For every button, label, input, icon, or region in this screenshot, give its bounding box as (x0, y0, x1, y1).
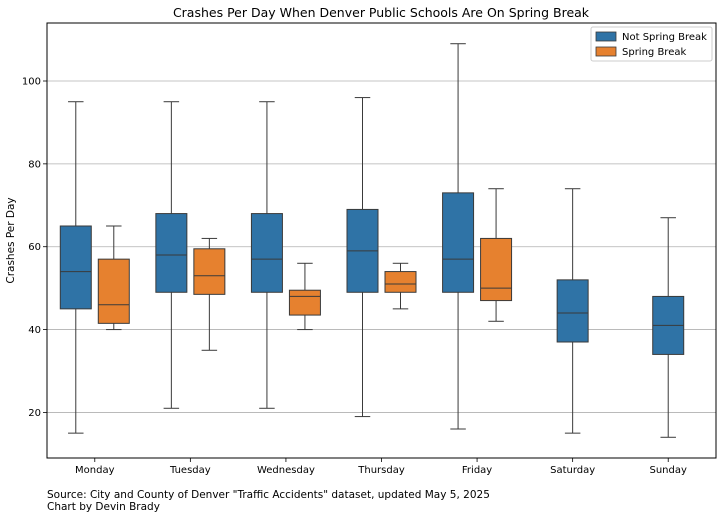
y-tick-label: 100 (22, 77, 41, 88)
chart-title: Crashes Per Day When Denver Public Schoo… (173, 5, 590, 20)
box-plot (652, 217, 685, 438)
y-tick-label: 40 (28, 325, 41, 336)
y-tick-label: 20 (28, 408, 41, 419)
legend-label: Spring Break (622, 47, 686, 58)
box-plot (442, 43, 475, 430)
box-iqr (480, 237, 513, 302)
box-iqr (250, 213, 283, 293)
y-axis-label: Crashes Per Day (5, 197, 17, 283)
y-tick-label: 80 (28, 159, 41, 170)
y-axis: 20 40 60 80 100 (22, 77, 47, 419)
box-plot (250, 101, 283, 409)
box-plots (59, 43, 685, 438)
box-plot (346, 97, 379, 418)
box-plot (97, 225, 130, 331)
legend-swatch (595, 31, 617, 42)
x-tick-label: Thursday (357, 465, 405, 476)
box-plot (288, 262, 321, 331)
y-tick-label: 60 (28, 242, 41, 253)
box-plot (193, 237, 226, 351)
box-plot (384, 262, 417, 310)
box-iqr (442, 192, 475, 293)
x-axis: Monday Tuesday Wednesday Thursday Friday Satu… (75, 458, 687, 476)
box-plot (480, 188, 513, 322)
x-tick-label: Sunday (650, 465, 687, 476)
x-tick-label: Wednesday (257, 465, 315, 476)
box-iqr (97, 258, 130, 324)
box-plot (556, 188, 589, 434)
box-iqr (155, 213, 188, 293)
source-caption: Source: City and County of Denver "Traff… (47, 489, 490, 501)
box-iqr (193, 248, 226, 295)
box-iqr (59, 225, 92, 310)
legend: Not Spring Break Spring Break (590, 26, 713, 62)
x-tick-label: Saturday (550, 465, 595, 476)
box-plot (155, 101, 188, 409)
legend-frame (590, 26, 713, 62)
gridlines (47, 80, 716, 413)
box-iqr (288, 289, 321, 316)
x-tick-label: Friday (462, 465, 492, 476)
x-tick-label: Monday (75, 465, 115, 476)
legend-label: Not Spring Break (622, 32, 707, 43)
box-iqr (384, 271, 417, 293)
box-iqr (556, 279, 589, 343)
legend-swatch (595, 46, 617, 57)
plot-area-frame (46, 22, 717, 459)
credit-caption: Chart by Devin Brady (47, 501, 160, 513)
x-tick-label: Tuesday (169, 465, 211, 476)
box-plot (59, 101, 92, 434)
